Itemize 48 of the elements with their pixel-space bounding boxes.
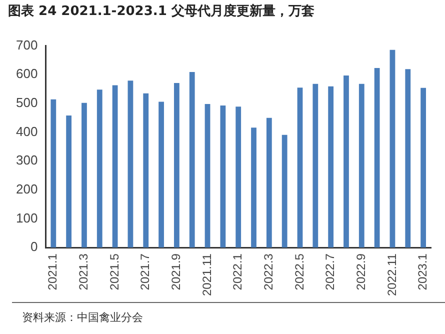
x-tick-label: 2021.7	[138, 253, 152, 290]
bar	[50, 99, 56, 248]
x-tick-label: 2022.9	[354, 253, 368, 290]
x-tick-label: 2021.11	[200, 253, 214, 296]
bar	[204, 104, 210, 248]
bar	[328, 86, 334, 248]
bar	[358, 84, 364, 248]
bar	[128, 80, 134, 248]
bar	[266, 118, 272, 248]
x-tick-label: 2022.7	[323, 253, 338, 290]
x-tick-label: 2023.1	[416, 253, 430, 290]
bar	[82, 102, 87, 248]
bar	[96, 90, 102, 248]
x-tick-label: 2021.5	[107, 253, 122, 290]
x-tick-label: 2022.5	[292, 253, 306, 290]
bar	[390, 50, 396, 248]
bar	[112, 85, 118, 248]
x-tick-label: 2022.1	[230, 253, 245, 290]
x-tick-label: 2022.11	[384, 253, 399, 296]
bar	[420, 88, 426, 248]
text: 资料来源：中国禽业分会	[22, 310, 143, 325]
bar	[282, 134, 288, 248]
y-tick-label: 0	[30, 239, 38, 254]
bar	[236, 106, 242, 248]
bar	[344, 75, 349, 248]
x-tick-label: 2021.3	[76, 253, 91, 290]
bar	[143, 93, 149, 248]
x-tick-label: 2022.3	[261, 253, 276, 290]
bar	[312, 84, 318, 248]
bar	[220, 105, 226, 248]
y-tick-label: 700	[16, 37, 38, 52]
y-tick-label: 400	[16, 124, 38, 139]
y-tick-label: 500	[16, 95, 38, 110]
bar	[251, 128, 256, 248]
bar	[66, 116, 72, 248]
bar	[189, 72, 195, 248]
bar	[158, 102, 164, 248]
y-tick-label: 300	[16, 152, 38, 168]
y-tick-label: 200	[16, 181, 38, 196]
y-tick-label: 600	[16, 66, 38, 82]
y-tick-label: 100	[16, 210, 38, 226]
x-tick-label: 2021.1	[46, 253, 60, 290]
bar	[405, 69, 411, 248]
x-tick-label: 2021.9	[169, 253, 184, 290]
bar	[174, 82, 180, 248]
bar	[297, 88, 303, 248]
chart-title: 图表 24 2021.1-2023.1 父母代月度更新量，万套	[8, 2, 314, 20]
bar	[374, 68, 380, 248]
